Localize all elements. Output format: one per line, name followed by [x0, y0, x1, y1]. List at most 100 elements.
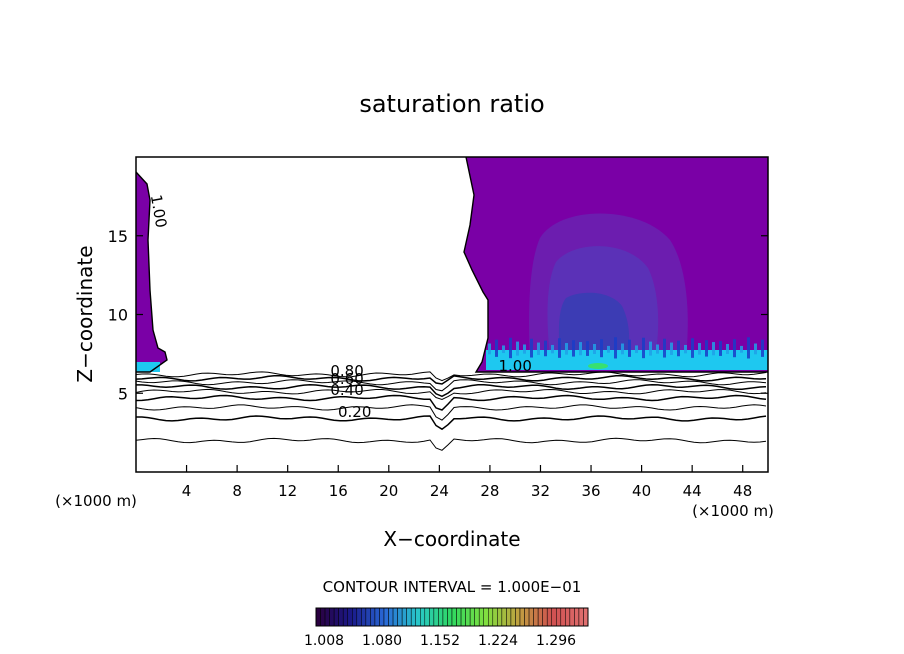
- colorbar-cell: [397, 607, 403, 627]
- contour-line: [135, 404, 767, 421]
- colorbar-cell: [379, 607, 385, 627]
- band-speck: [719, 341, 722, 356]
- band-speck: [733, 339, 736, 358]
- y-axis-label: Z−coordinate: [73, 245, 97, 382]
- band-speck: [614, 337, 617, 359]
- colorbar-cell: [474, 607, 480, 627]
- colorbar-cell: [333, 607, 339, 627]
- colorbar-cell: [528, 607, 534, 627]
- colorbar-tick-label: 1.080: [362, 633, 402, 649]
- y-tick-label: 10: [108, 306, 128, 325]
- band-speck: [705, 340, 708, 357]
- band-speck: [551, 344, 554, 354]
- contour-line: [136, 415, 767, 431]
- colorbar-cell: [429, 607, 435, 627]
- band-speck: [593, 344, 596, 354]
- colorbar-cell: [456, 607, 462, 627]
- band-speck: [572, 340, 575, 357]
- band-speck: [712, 342, 715, 356]
- band-speck: [628, 339, 631, 357]
- colorbar-cell: [352, 607, 358, 627]
- colorbar-cell: [347, 607, 353, 627]
- colorbar-cell: [383, 607, 389, 627]
- band-speck: [635, 345, 638, 354]
- colorbar-cell: [315, 607, 321, 627]
- colorbar-cell: [501, 607, 507, 627]
- colorbar-cell: [361, 607, 367, 627]
- y-axis-ticks: 5 10 15: [108, 227, 768, 403]
- colorbar-tick-label: 1.008: [304, 633, 344, 649]
- left-base-band: [136, 362, 160, 372]
- colorbar-cell: [533, 607, 539, 627]
- colorbar-cell: [329, 607, 335, 627]
- colorbar-cell: [519, 607, 525, 627]
- colorbar-cell: [388, 607, 394, 627]
- colorbar-cell: [524, 607, 530, 627]
- x-tick-label: 4: [182, 482, 192, 500]
- band-speck: [509, 337, 512, 359]
- colorbar-cell: [433, 607, 439, 627]
- colorbar-cell: [356, 607, 362, 627]
- contour-label: 0.20: [338, 403, 371, 421]
- band-speck: [740, 345, 743, 353]
- x-tick-label: 32: [531, 482, 550, 500]
- y-tick-label: 5: [118, 384, 128, 403]
- colorbar-cell: [583, 607, 589, 627]
- colorbar-cell: [574, 607, 580, 627]
- colorbar-cell: [506, 607, 512, 627]
- colorbar-tick-label: 1.152: [420, 633, 460, 649]
- base-band-texture: [488, 337, 764, 359]
- contour-label: 1.00: [498, 357, 531, 375]
- colorbar-cell: [578, 607, 584, 627]
- colorbar-cell: [492, 607, 498, 627]
- x-tick-label: 28: [480, 482, 499, 500]
- band-speck: [691, 338, 694, 358]
- x-axis-label: X−coordinate: [383, 527, 520, 551]
- contour-labels: 0.800.600.40 0.20 1.00 1.00: [147, 193, 532, 421]
- band-speck: [698, 343, 701, 355]
- colorbar-cell: [460, 607, 466, 627]
- contour-1-00-outline: [135, 171, 168, 373]
- plot-area: 0.800.600.40 0.20 1.00 1.00: [135, 156, 769, 473]
- band-speck: [747, 337, 750, 359]
- x-tick-label: 36: [581, 482, 600, 500]
- band-speck: [621, 343, 624, 355]
- colorbar-cell: [569, 607, 575, 627]
- x-tick-label: 12: [278, 482, 297, 500]
- contour-1-00-outline-right: [463, 156, 768, 373]
- contour-label: 0.60: [330, 370, 363, 388]
- colorbar-cell: [497, 607, 503, 627]
- x-tick-label: 48: [733, 482, 752, 500]
- colorbar-tick-labels: 1.008 1.080 1.152 1.224 1.296: [304, 633, 576, 649]
- band-speck: [663, 338, 666, 358]
- band-speck: [558, 338, 561, 358]
- band-speck: [607, 345, 610, 353]
- x-tick-label: 20: [379, 482, 398, 500]
- colorbar-cell: [560, 607, 566, 627]
- band-speck: [670, 342, 673, 355]
- band-speck: [754, 343, 757, 355]
- contour-line: [135, 394, 767, 411]
- colorbar-cell: [320, 607, 326, 627]
- band-speck: [649, 341, 652, 356]
- colorbar-cell: [338, 607, 344, 627]
- colorbar-cell: [451, 607, 457, 627]
- band-speck: [523, 344, 526, 354]
- x-axis-ticks: 4 8 12 16 20 24 28 32 36 40 44 48: [182, 465, 752, 500]
- colorbar-cell: [420, 607, 426, 627]
- band-speck: [586, 341, 589, 356]
- colorbar-cell: [488, 607, 494, 627]
- colorbar-cell: [483, 607, 489, 627]
- colorbar-cell: [406, 607, 412, 627]
- band-speck: [726, 344, 729, 354]
- contour-label: 1.00: [147, 193, 171, 229]
- band-speck: [544, 340, 547, 357]
- band-speck: [761, 339, 764, 357]
- colorbar-cell: [392, 607, 398, 627]
- left-supersaturated-region: [136, 172, 167, 372]
- colorbar-cell: [324, 607, 330, 627]
- contour-label: 0.40: [330, 381, 363, 399]
- contour-line: [135, 374, 767, 385]
- band-speck: [600, 339, 603, 358]
